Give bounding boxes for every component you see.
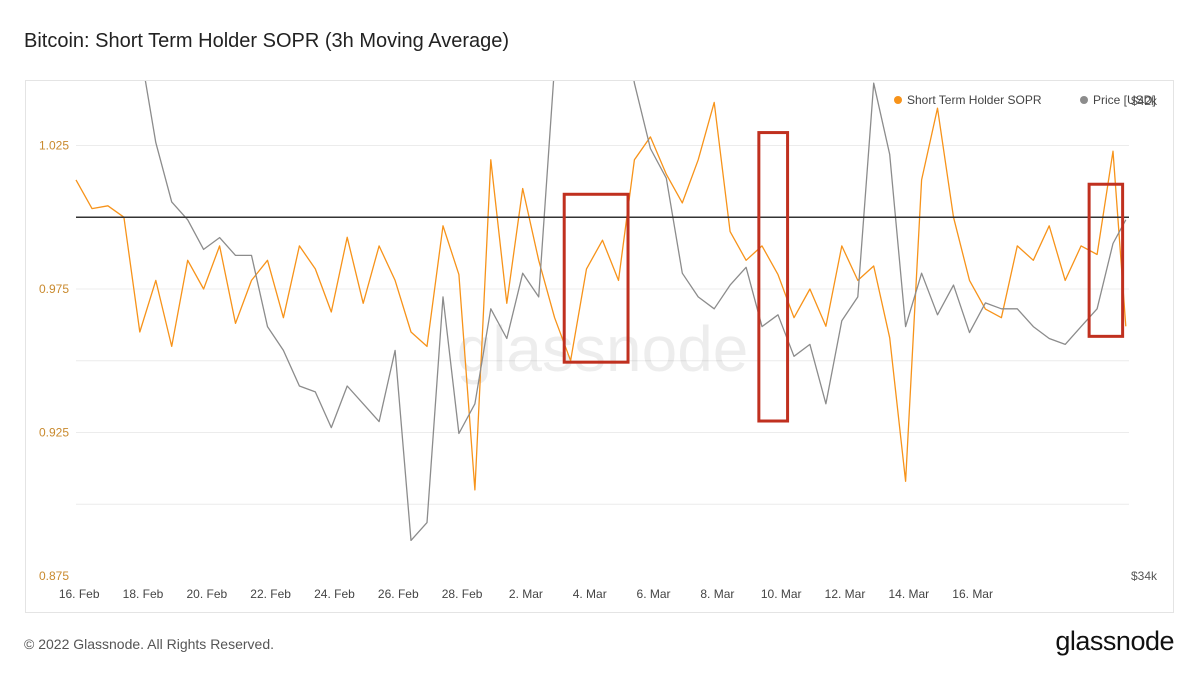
sopr-series-line [75, 101, 1127, 491]
highlight-box [757, 131, 790, 423]
y-left-tick-label: 0.875 [39, 569, 69, 583]
x-tick-label: 28. Feb [442, 587, 483, 601]
x-tick-label: 24. Feb [314, 587, 355, 601]
x-tick-label: 10. Mar [761, 587, 802, 601]
y-left-tick-label: 0.975 [39, 282, 69, 296]
price-series-line [144, 81, 1127, 542]
legend-item-price: Price [USD] [1080, 93, 1156, 107]
highlight-box [1087, 182, 1125, 338]
x-tick-label: 16. Mar [952, 587, 993, 601]
y-right-tick-label: $34k [1131, 569, 1158, 583]
x-tick-label: 18. Feb [123, 587, 164, 601]
chart-panel: glassnode 1.025 0.975 0.925 0.875 $42k $34k 16.… [25, 80, 1174, 613]
glassnode-logo[interactable]: glassnode [1055, 626, 1174, 656]
x-tick-label: 8. Mar [700, 587, 734, 601]
legend: Short Term Holder SOPR Price [USD] [894, 93, 1156, 107]
x-tick-label: 14. Mar [888, 587, 929, 601]
sopr-price-chart[interactable]: glassnode 1.025 0.975 0.925 0.875 $42k $34k 16.… [26, 81, 1175, 614]
legend-item-sopr: Short Term Holder SOPR [894, 93, 1042, 107]
x-tick-label: 4. Mar [573, 587, 607, 601]
y-right-tick-label: $42k [1131, 94, 1158, 108]
x-tick-label: 22. Feb [250, 587, 291, 601]
x-tick-label: 16. Feb [59, 587, 100, 601]
y-left-tick-label: 1.025 [39, 138, 69, 152]
copyright-notice: © 2022 Glassnode. All Rights Reserved. [24, 636, 275, 652]
chart-title: Bitcoin: Short Term Holder SOPR (3h Movi… [24, 30, 510, 52]
legend-marker [1080, 96, 1088, 104]
x-tick-label: 6. Mar [637, 587, 671, 601]
x-tick-label: 12. Mar [825, 587, 866, 601]
x-tick-label: 20. Feb [186, 587, 227, 601]
watermark: glassnode [457, 313, 749, 385]
legend-label: Price [USD] [1093, 93, 1156, 107]
highlight-box [562, 192, 630, 364]
legend-label: Short Term Holder SOPR [907, 93, 1042, 107]
legend-marker [894, 96, 902, 104]
x-tick-label: 26. Feb [378, 587, 419, 601]
y-left-tick-label: 0.925 [39, 425, 69, 439]
x-tick-label: 2. Mar [509, 587, 543, 601]
